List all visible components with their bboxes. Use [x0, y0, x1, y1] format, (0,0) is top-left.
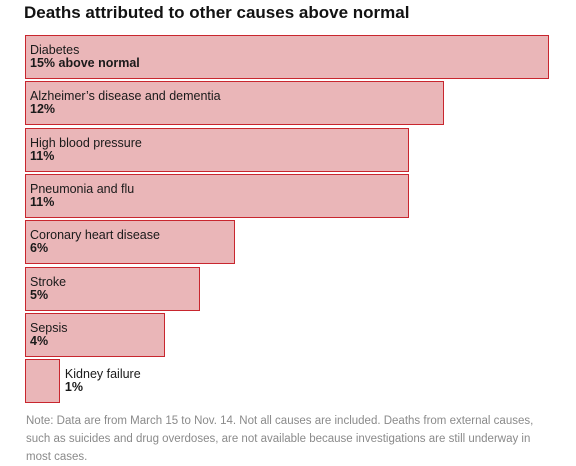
value-label: 11% — [30, 194, 55, 209]
bar-kidney-failure — [25, 359, 60, 404]
category-label: Alzheimer’s disease and dementia — [30, 89, 221, 104]
bar-label: Coronary heart disease 6% — [30, 229, 160, 255]
category-label: Coronary heart disease — [30, 228, 160, 243]
bar-label: Pneumonia and flu 11% — [30, 181, 135, 209]
value-label: 4% — [30, 333, 49, 348]
value-label: 12% — [30, 102, 56, 117]
value-label: 15% above normal — [30, 56, 140, 70]
bar-coronary-heart-disease — [25, 220, 235, 265]
bar-chart: Diabetes 15% above normal Alzheimer’s dise… — [25, 35, 549, 404]
bar-pneumonia-and-flu — [25, 173, 410, 218]
bar-diabetes — [25, 35, 549, 79]
value-label: 5% — [30, 287, 49, 302]
bar-alzheimer-s-disease-and-dementia — [25, 81, 445, 126]
bar-high-blood-pressure — [25, 127, 410, 172]
bar-label: Stroke 5% — [30, 274, 67, 302]
bar-label: Alzheimer’s disease and dementia 12% — [30, 90, 221, 116]
category-label: Diabetes — [30, 43, 80, 57]
bar-label: High blood pressure 11% — [30, 135, 142, 163]
bar-label: Kidney failure 1% — [65, 368, 141, 394]
bar-label: Diabetes 15% above normal — [30, 44, 140, 70]
value-label: 1% — [64, 380, 83, 395]
category-label: Kidney failure — [64, 367, 141, 382]
category-label: Pneumonia and flu — [30, 181, 135, 196]
category-label: High blood pressure — [30, 135, 142, 150]
bar-label: Sepsis 4% — [30, 320, 68, 348]
bar-stroke — [25, 266, 200, 311]
category-label: Sepsis — [30, 320, 68, 335]
chart-title: Deaths attributed to other causes above … — [24, 3, 410, 22]
category-label: Stroke — [30, 274, 67, 289]
value-label: 11% — [30, 148, 55, 163]
value-label: 6% — [30, 241, 49, 256]
bar-sepsis — [25, 312, 165, 357]
chart-note: Note: Data are from March 15 to Nov. 14.… — [26, 415, 534, 463]
